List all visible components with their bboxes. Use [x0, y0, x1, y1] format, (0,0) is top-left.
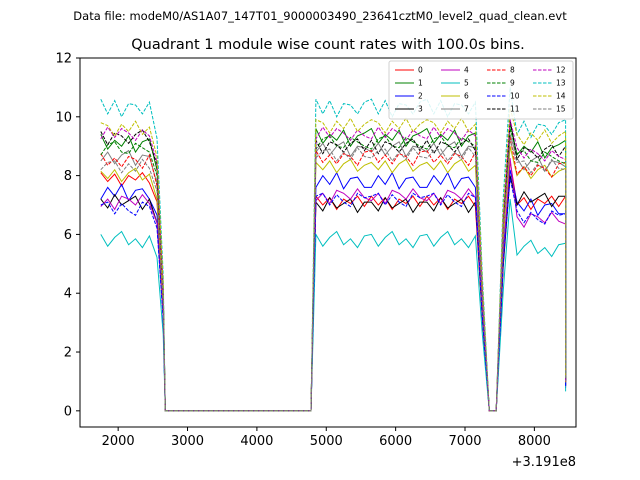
legend-label-14: 14	[556, 92, 566, 101]
series-lines	[100, 87, 567, 412]
legend-label-3: 3	[418, 105, 423, 114]
x-tick-label: 6000	[379, 434, 412, 449]
legend-label-5: 5	[464, 79, 469, 88]
y-tick-label: 10	[55, 110, 72, 125]
x-tick-label: 2000	[102, 434, 135, 449]
x-tick-label: 5000	[310, 434, 343, 449]
series-line-5	[100, 199, 567, 412]
legend-label-2: 2	[418, 92, 423, 101]
legend-label-12: 12	[556, 66, 566, 75]
series-line-10	[100, 178, 567, 412]
y-tick-label: 6	[64, 228, 72, 243]
x-tick-label: 7000	[448, 434, 481, 449]
y-tick-label: 12	[55, 52, 72, 67]
series-line-11	[100, 119, 567, 412]
series-line-15	[100, 140, 567, 412]
legend-label-11: 11	[510, 105, 520, 114]
chart-title: Quadrant 1 module wise count rates with …	[131, 37, 525, 53]
legend-label-0: 0	[418, 66, 423, 75]
legend-label-10: 10	[510, 92, 520, 101]
figure-suptitle: Data file: modeM0/AS1A07_147T01_90000034…	[73, 9, 567, 23]
y-axis: 0 2 4 6 8 10 12	[55, 52, 80, 419]
x-offset-label: +3.191e8	[512, 455, 576, 470]
x-tick-label: 4000	[240, 434, 273, 449]
x-tick-label: 3000	[171, 434, 204, 449]
x-axis: 2000 3000 4000 5000 6000 7000 8000	[102, 427, 551, 449]
series-line-14	[100, 107, 567, 412]
y-tick-label: 4	[64, 287, 72, 302]
series-line-9	[100, 128, 567, 412]
plot-frame	[79, 57, 577, 428]
legend-label-6: 6	[464, 92, 469, 101]
y-tick-label: 0	[64, 404, 72, 419]
legend-label-8: 8	[510, 66, 515, 75]
legend-label-4: 4	[464, 66, 469, 75]
legend-label-1: 1	[418, 79, 423, 88]
legend-label-15: 15	[556, 105, 566, 114]
x-tick-label: 8000	[518, 434, 551, 449]
y-tick-label: 8	[64, 169, 72, 184]
legend-label-13: 13	[556, 79, 566, 88]
legend-box	[388, 60, 574, 120]
legend-label-7: 7	[464, 105, 469, 114]
legend-label-9: 9	[510, 79, 515, 88]
y-tick-label: 2	[64, 346, 72, 361]
